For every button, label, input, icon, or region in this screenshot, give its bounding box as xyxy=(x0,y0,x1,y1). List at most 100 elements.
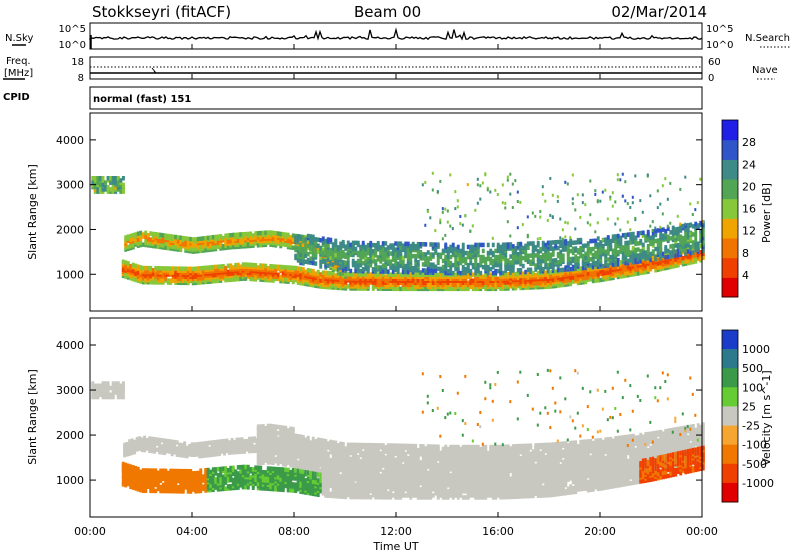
power-cell xyxy=(681,259,685,265)
velocity-cell xyxy=(259,486,263,491)
station-title: Stokkseyri (fitACF) xyxy=(92,3,231,21)
power-cell xyxy=(556,199,559,203)
power-cell xyxy=(119,182,123,188)
velocity-cell xyxy=(206,467,210,473)
power-cell xyxy=(591,238,595,244)
power-cell xyxy=(449,173,452,177)
velocity-cell xyxy=(304,467,308,473)
power-cell xyxy=(431,262,435,267)
power-cell xyxy=(539,237,542,240)
power-cell xyxy=(559,270,563,276)
power-cell xyxy=(334,246,338,252)
power-cell xyxy=(379,257,383,262)
power-cell xyxy=(119,189,123,194)
power-cell xyxy=(566,240,570,246)
power-cell xyxy=(471,248,475,254)
velocity-cell xyxy=(181,468,185,474)
noise-trace xyxy=(89,27,703,49)
velocity-cell xyxy=(219,476,223,482)
power-cell xyxy=(174,234,178,240)
velocity-cell xyxy=(291,426,295,432)
power-cell xyxy=(596,236,600,241)
power-cell xyxy=(199,266,203,271)
power-cell xyxy=(301,251,305,256)
power-cell xyxy=(239,264,243,269)
velocity-cell xyxy=(231,471,235,477)
power-cell xyxy=(154,244,158,249)
velocity-cell xyxy=(311,479,315,484)
power-cell xyxy=(469,252,473,258)
power-cell xyxy=(401,243,405,248)
power-cell xyxy=(469,284,473,290)
power-cell xyxy=(666,234,670,239)
power-cell xyxy=(414,272,418,277)
power-cell xyxy=(626,240,630,245)
power-cell xyxy=(519,241,523,247)
power-cell xyxy=(679,234,683,239)
power-cell xyxy=(396,249,400,254)
power-cell xyxy=(311,277,315,282)
power-cell xyxy=(294,235,298,241)
power-cell xyxy=(171,244,175,250)
power-cell xyxy=(356,272,360,277)
power-cell xyxy=(526,253,530,258)
power-cell xyxy=(204,279,208,285)
power-cell xyxy=(136,231,140,236)
power-cell xyxy=(661,251,665,257)
power-cell xyxy=(646,265,650,270)
power-cell xyxy=(326,243,330,248)
velocity-cell xyxy=(264,425,268,431)
power-cell xyxy=(561,243,565,248)
power-cell xyxy=(634,257,638,263)
power-cell xyxy=(454,190,457,194)
power-cell xyxy=(334,258,338,264)
power-cell xyxy=(474,246,478,252)
power-cell xyxy=(551,252,555,257)
power-cell xyxy=(489,266,493,272)
power-cell xyxy=(629,240,633,245)
power-cell xyxy=(399,241,403,246)
power-cell xyxy=(411,266,415,271)
velocity-cell xyxy=(169,468,173,474)
velocity-cell xyxy=(171,472,175,478)
power-cell xyxy=(441,272,445,277)
power-cell xyxy=(139,265,143,270)
power-cell xyxy=(574,254,578,259)
power-cell xyxy=(159,278,163,283)
velocity-cell xyxy=(219,480,223,486)
power-cell xyxy=(564,265,568,270)
power-cell xyxy=(286,265,290,270)
velocity-cell xyxy=(209,477,213,483)
power-cell xyxy=(239,232,243,237)
power-cell xyxy=(626,264,630,270)
velocity-cell xyxy=(251,467,255,472)
power-cell xyxy=(184,236,188,241)
power-cell xyxy=(421,256,425,261)
power-cell xyxy=(404,263,408,269)
power-cell xyxy=(361,240,365,246)
power-cell xyxy=(506,272,510,277)
power-cell xyxy=(276,264,280,270)
power-cell xyxy=(651,249,655,254)
velocity-cell xyxy=(136,466,140,472)
power-cell xyxy=(639,199,642,203)
power-cell xyxy=(661,233,665,238)
power-cell xyxy=(689,222,693,227)
power-cell xyxy=(549,177,552,180)
power-cell xyxy=(529,267,533,272)
power-cell xyxy=(556,245,560,251)
power-cell xyxy=(501,201,504,205)
power-cell xyxy=(351,258,355,264)
power-cell xyxy=(606,217,609,221)
power-cell xyxy=(431,171,434,175)
power-cell xyxy=(566,221,569,225)
velocity-cell xyxy=(241,484,245,490)
velocity-cell xyxy=(264,470,268,475)
power-cell xyxy=(651,229,654,232)
colorbar-tick-label: 28 xyxy=(742,136,756,149)
power-cell xyxy=(396,241,400,246)
power-cell xyxy=(419,272,423,277)
power-cell xyxy=(419,250,423,255)
power-cell xyxy=(681,248,685,253)
power-cell xyxy=(356,266,360,272)
